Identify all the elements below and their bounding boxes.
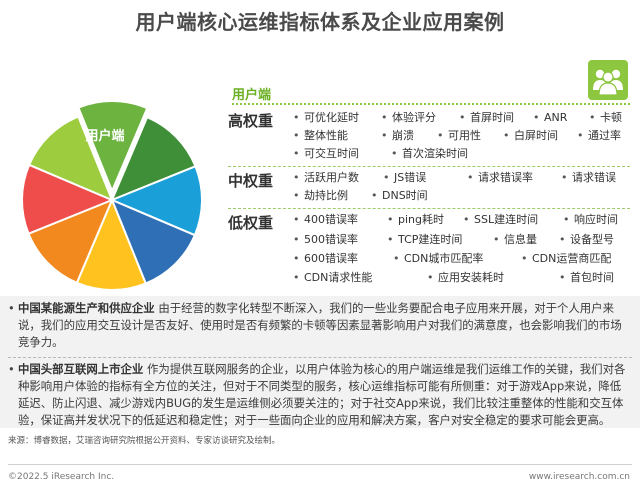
metric-item: 体验评分	[381, 111, 436, 125]
metric-item: 整体性能	[293, 129, 348, 143]
metric-item: 600错误率	[293, 252, 358, 266]
metric-item: 白屏时间	[503, 129, 558, 143]
metric-item: 请求错误	[561, 171, 616, 185]
pie-label: 用户端	[84, 128, 124, 143]
tier-divider	[228, 208, 630, 209]
metric-item: 首包时间	[559, 271, 614, 285]
metric-item: 500错误率	[293, 233, 358, 247]
pie-slice	[110, 115, 197, 202]
case-item: 中国某能源生产和供应企业 由于经营的数字化转型不断深入，我们的一些业务要配合电子…	[8, 300, 628, 351]
pie-slice	[27, 198, 114, 285]
metric-item: 活跃用户数	[293, 171, 359, 185]
metric-item: 可用性	[437, 129, 481, 143]
metric-item: 请求错误率	[467, 171, 533, 185]
metric-item: 崩溃	[381, 129, 414, 143]
case-text: 由于经营的数字化转型不断深入，我们的一些业务要配合电子应用来开展，对于个人用户来…	[18, 301, 622, 349]
case-title: 中国头部互联网上市企业	[18, 362, 144, 376]
metric-item: CDN运营商匹配	[521, 252, 611, 266]
metric-item: 劫持比例	[293, 189, 348, 203]
pie-slice	[21, 163, 115, 236]
case-panel: 中国某能源生产和供应企业 由于经营的数字化转型不断深入，我们的一些业务要配合电子…	[0, 296, 640, 428]
metric-item: 可优化延时	[293, 111, 359, 125]
metric-item: ping耗时	[387, 213, 444, 227]
metric-item: 卡顿	[589, 111, 622, 125]
footer-divider	[8, 464, 632, 465]
pie-graphic: 用户端	[21, 100, 203, 291]
metric-item: SSL建连时间	[463, 213, 538, 227]
pie-slice	[110, 198, 197, 285]
metric-item: 首屏时间	[459, 111, 514, 125]
tier-low: 低权重 400错误率 ping耗时 SSL建连时间 响应时间 500错误率 TC…	[228, 212, 630, 290]
tier-label: 中权重	[228, 172, 274, 190]
metric-item: 应用安装耗时	[427, 271, 504, 285]
pie-slice-highlight	[77, 100, 149, 194]
metric-item: 设备型号	[559, 233, 614, 247]
metric-item: TCP建连时间	[387, 233, 462, 247]
case-divider	[8, 357, 632, 358]
pie-slice	[75, 197, 148, 291]
page-title: 用户端核心运维指标体系及企业应用案例	[135, 10, 505, 34]
pie-slice	[27, 115, 114, 202]
source-note: 来源：博睿数据，艾瑞咨询研究院根据公开资料、专家访谈研究及绘制。	[8, 436, 281, 446]
metric-item: CDN请求性能	[293, 271, 372, 285]
pie-slice	[109, 164, 203, 237]
metric-item: ANR	[533, 111, 568, 125]
metric-item: 首次渲染时间	[391, 147, 468, 161]
metric-item: 400错误率	[293, 213, 358, 227]
metric-item: 响应时间	[563, 213, 618, 227]
case-text: 作为提供互联网服务的企业，以用户体验为核心的用户端运维是我们运维工作的关键，我们…	[18, 362, 626, 427]
metric-item: 信息量	[493, 233, 537, 247]
tier-medium: 中权重 活跃用户数 JS错误 请求错误率 请求错误 劫持比例 DNS时间	[228, 170, 630, 210]
copyright-text: ©2022.5 iResearch Inc.	[8, 472, 115, 482]
metric-item: DNS时间	[371, 189, 428, 203]
tier-high: 高权重 可优化延时 体验评分 首屏时间 ANR 卡顿 整体性能 崩溃 可用性 白…	[228, 110, 630, 167]
case-item: 中国头部互联网上市企业 作为提供互联网服务的企业，以用户体验为核心的用户端运维是…	[8, 361, 628, 429]
metric-item: CDN城市匹配率	[393, 252, 483, 266]
tier-label: 低权重	[228, 214, 274, 232]
tier-divider	[228, 166, 630, 167]
section-label: 用户端	[232, 88, 272, 103]
metric-item: JS错误	[383, 171, 426, 185]
metric-item: 可交互时间	[293, 147, 359, 161]
website-text: www.iresearch.com.cn	[528, 472, 630, 482]
section-divider	[232, 103, 630, 105]
users-icon	[588, 60, 628, 100]
tier-label: 高权重	[228, 112, 274, 130]
case-title: 中国某能源生产和供应企业	[18, 301, 155, 315]
metric-item: 通过率	[577, 129, 621, 143]
